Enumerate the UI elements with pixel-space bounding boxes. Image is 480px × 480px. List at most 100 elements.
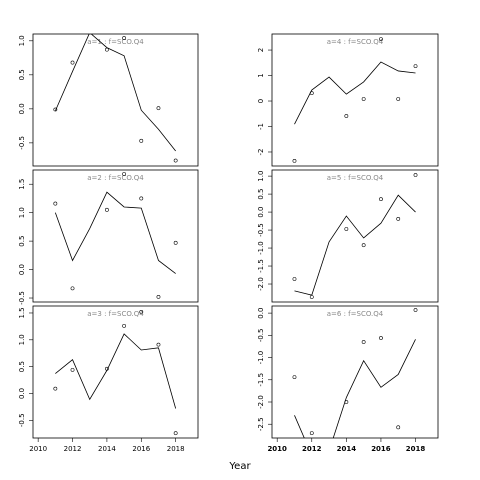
x-tick-label: 2018 <box>406 445 426 453</box>
x-tick-label: 2014 <box>98 445 116 453</box>
observed-point <box>379 336 383 340</box>
panel-frame <box>271 305 439 439</box>
observed-point <box>105 366 109 371</box>
observed-point <box>396 217 401 221</box>
observed-point <box>156 294 161 299</box>
observed-point <box>309 295 314 299</box>
panel-frame <box>271 169 439 303</box>
plot-area <box>53 34 178 163</box>
y-tick-label: 1 <box>257 73 265 77</box>
panel-title: a=2 : f=SCO.Q4 <box>87 174 144 182</box>
observed-point <box>292 277 297 281</box>
y-tick-label: -2 <box>257 148 265 155</box>
x-tick-label: 2010 <box>29 445 47 453</box>
observed-point <box>105 207 109 212</box>
observed-point <box>413 173 418 177</box>
y-tick-label: -1.5 <box>257 373 265 387</box>
y-tick-label: -1.0 <box>257 351 265 365</box>
y-tick-label: 1.0 <box>18 334 26 345</box>
observed-point <box>156 106 161 111</box>
y-tick-label: -0.5 <box>18 136 26 150</box>
observed-point <box>53 386 58 391</box>
panel-frame <box>32 169 199 303</box>
y-tick-label: -0.5 <box>18 413 26 427</box>
y-tick-label: -2.5 <box>257 417 265 431</box>
observed-point <box>70 367 75 372</box>
observed-point <box>292 375 297 380</box>
observed-point <box>379 37 383 41</box>
y-tick-label: 0.0 <box>18 264 26 275</box>
y-tick-label: 0.5 <box>18 69 26 80</box>
observed-point <box>309 431 314 436</box>
y-tick-label: -1 <box>257 123 265 130</box>
y-tick-label: 0.0 <box>257 207 265 218</box>
observed-point <box>396 425 401 430</box>
y-tick-label: 2 <box>257 48 265 52</box>
observed-point <box>105 47 109 52</box>
plot-area <box>53 172 178 299</box>
observed-point <box>53 201 58 206</box>
y-tick-label: -1.5 <box>257 259 265 273</box>
observed-point <box>361 340 366 344</box>
plot-area <box>292 37 418 163</box>
y-tick-label: 1.0 <box>18 35 26 46</box>
fitted-line <box>294 339 416 438</box>
observed-point <box>173 431 178 436</box>
x-tick-label: 2012 <box>64 445 82 453</box>
fitted-line <box>54 191 176 274</box>
y-tick-label: -0.5 <box>257 223 265 237</box>
plot-area <box>292 173 418 299</box>
panel-title: a=6 : f=SCO.Q4 <box>327 310 384 318</box>
observed-point <box>139 138 144 143</box>
y-tick-label: 0.5 <box>18 236 26 247</box>
observed-point <box>70 60 75 65</box>
observed-point <box>344 114 349 118</box>
observed-point <box>344 400 349 404</box>
y-tick-label: 0.0 <box>257 308 265 319</box>
panel-frame <box>32 305 199 439</box>
observed-point <box>379 197 383 202</box>
y-tick-label: -2.0 <box>257 395 265 409</box>
observed-point <box>53 107 58 112</box>
observed-point <box>413 64 418 69</box>
observed-point <box>361 243 366 248</box>
y-tick-label: 0 <box>257 99 265 103</box>
y-tick-label: 1.5 <box>18 179 26 190</box>
panel-title: a=5 : f=SCO.Q4 <box>327 174 384 182</box>
plot-area <box>53 310 178 436</box>
x-axis-label: Year <box>228 461 251 472</box>
y-tick-label: 0.0 <box>18 103 26 114</box>
observed-point <box>396 97 401 101</box>
y-tick-label: 0.5 <box>257 189 265 200</box>
fitted-line <box>54 34 176 152</box>
x-tick-label: 2012 <box>302 445 322 453</box>
fitted-line <box>55 333 177 409</box>
observed-point <box>309 91 314 96</box>
y-tick-label: 1.5 <box>18 307 26 318</box>
observed-point <box>173 158 178 163</box>
observed-point <box>139 310 144 314</box>
x-tick-label: 2010 <box>267 445 287 453</box>
observed-point <box>156 342 161 347</box>
y-tick-label: 1.0 <box>257 171 265 182</box>
observed-point <box>122 36 126 40</box>
observed-point <box>70 286 75 291</box>
observed-point <box>173 240 178 245</box>
y-tick-label: 0.5 <box>18 361 26 372</box>
x-tick-label: 2016 <box>132 445 150 453</box>
fitted-line <box>294 194 416 296</box>
observed-point <box>292 159 297 163</box>
y-tick-label: -2.0 <box>257 277 265 291</box>
observed-point <box>413 308 418 312</box>
panel-title: a=4 : f=SCO.Q4 <box>327 38 384 46</box>
y-tick-label: -0.5 <box>18 291 26 305</box>
panel-frame <box>32 33 199 167</box>
panel-title: a=3 : f=SCO.Q4 <box>87 310 144 318</box>
y-tick-label: -1.0 <box>257 241 265 255</box>
y-tick-label: 1.0 <box>18 207 26 218</box>
panel-title: a=1 : f=SCO.Q4 <box>87 38 144 46</box>
observed-point <box>344 227 349 231</box>
x-tick-label: 2016 <box>371 445 391 453</box>
x-tick-label: 2014 <box>337 445 357 453</box>
panel-frame <box>271 33 439 167</box>
